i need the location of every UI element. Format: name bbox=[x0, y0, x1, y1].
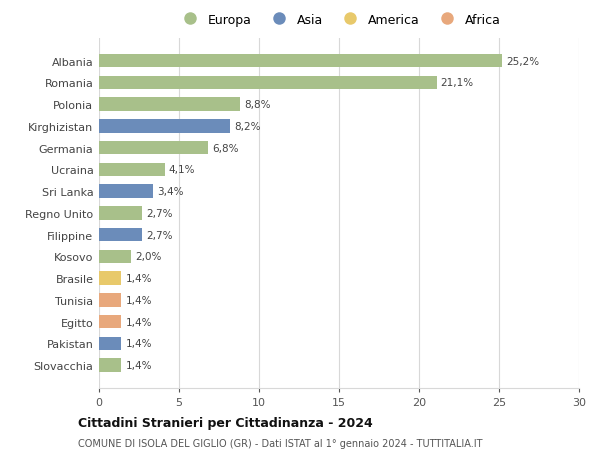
Text: 3,4%: 3,4% bbox=[157, 187, 184, 197]
Text: 8,2%: 8,2% bbox=[234, 122, 260, 132]
Text: 21,1%: 21,1% bbox=[440, 78, 474, 88]
Bar bbox=[99, 163, 164, 177]
Text: 2,0%: 2,0% bbox=[135, 252, 161, 262]
Bar bbox=[99, 293, 121, 307]
Bar bbox=[99, 207, 142, 220]
Legend: Europa, Asia, America, Africa: Europa, Asia, America, Africa bbox=[175, 11, 503, 29]
Text: 8,8%: 8,8% bbox=[244, 100, 271, 110]
Text: 2,7%: 2,7% bbox=[146, 208, 173, 218]
Bar bbox=[99, 272, 121, 285]
Bar bbox=[99, 229, 142, 242]
Text: Cittadini Stranieri per Cittadinanza - 2024: Cittadini Stranieri per Cittadinanza - 2… bbox=[78, 416, 373, 429]
Bar bbox=[99, 77, 437, 90]
Bar bbox=[99, 315, 121, 329]
Text: 1,4%: 1,4% bbox=[125, 295, 152, 305]
Text: 2,7%: 2,7% bbox=[146, 230, 173, 240]
Bar bbox=[99, 358, 121, 372]
Text: 4,1%: 4,1% bbox=[169, 165, 195, 175]
Bar bbox=[99, 120, 230, 134]
Text: 6,8%: 6,8% bbox=[212, 143, 238, 153]
Bar bbox=[99, 250, 131, 263]
Bar bbox=[99, 337, 121, 350]
Text: 1,4%: 1,4% bbox=[125, 339, 152, 348]
Bar bbox=[99, 98, 240, 112]
Text: 1,4%: 1,4% bbox=[125, 360, 152, 370]
Bar bbox=[99, 185, 154, 198]
Text: COMUNE DI ISOLA DEL GIGLIO (GR) - Dati ISTAT al 1° gennaio 2024 - TUTTITALIA.IT: COMUNE DI ISOLA DEL GIGLIO (GR) - Dati I… bbox=[78, 438, 482, 448]
Bar bbox=[99, 142, 208, 155]
Text: 1,4%: 1,4% bbox=[125, 317, 152, 327]
Text: 25,2%: 25,2% bbox=[506, 56, 539, 67]
Text: 1,4%: 1,4% bbox=[125, 274, 152, 284]
Bar bbox=[99, 55, 502, 68]
